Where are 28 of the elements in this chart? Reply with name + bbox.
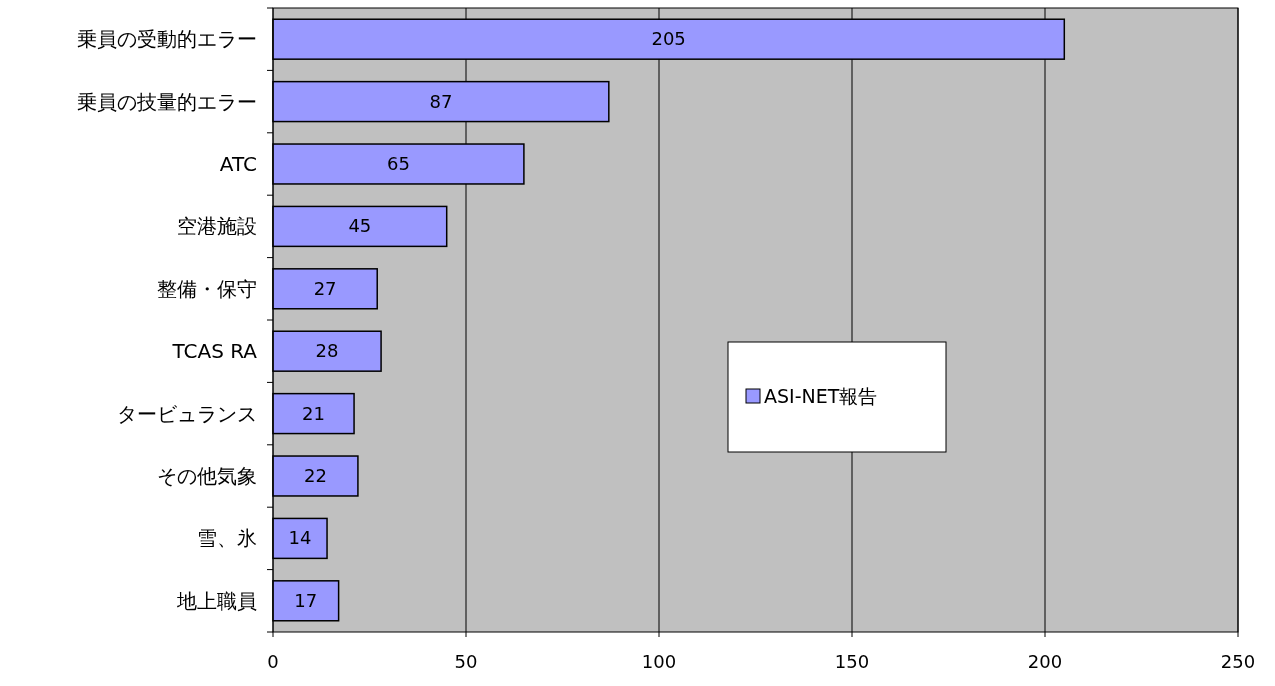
data-label: 27 [313,277,337,299]
data-label: 205 [651,28,686,50]
data-label: 17 [294,589,318,611]
x-tick-label: 50 [454,651,478,672]
data-label: 65 [387,153,410,174]
y-tick-label: ATC [219,152,257,176]
y-tick-label: 地上職員 [176,588,257,613]
data-label: 87 [429,90,453,112]
legend: ASI-NET報告 [727,341,947,453]
y-tick-label: その他気象 [157,464,257,488]
data-label: 21 [302,402,325,424]
data-label: 22 [304,465,327,486]
x-tick-label: 250 [1220,651,1256,672]
x-tick-label: 100 [641,651,677,672]
y-tick-label: 整備・保守 [157,276,257,301]
y-tick-label: タービュランス [117,401,257,426]
legend-label: ASI-NET報告 [764,385,878,407]
y-tick-label: 雪、氷 [197,526,257,551]
y-tick-label: 乗員の技量的エラー [77,89,257,114]
y-tick-label: TCAS RA [171,339,258,364]
x-tick-label: 200 [1027,651,1063,672]
data-label: 14 [288,527,312,549]
data-label: 28 [315,340,339,362]
data-label: 45 [348,215,372,237]
y-tick-label: 空港施設 [177,214,257,239]
y-tick-label: 乗員の受動的エラー [77,27,257,52]
x-tick-label: 0 [267,651,279,672]
x-tick-label: 150 [834,651,870,672]
